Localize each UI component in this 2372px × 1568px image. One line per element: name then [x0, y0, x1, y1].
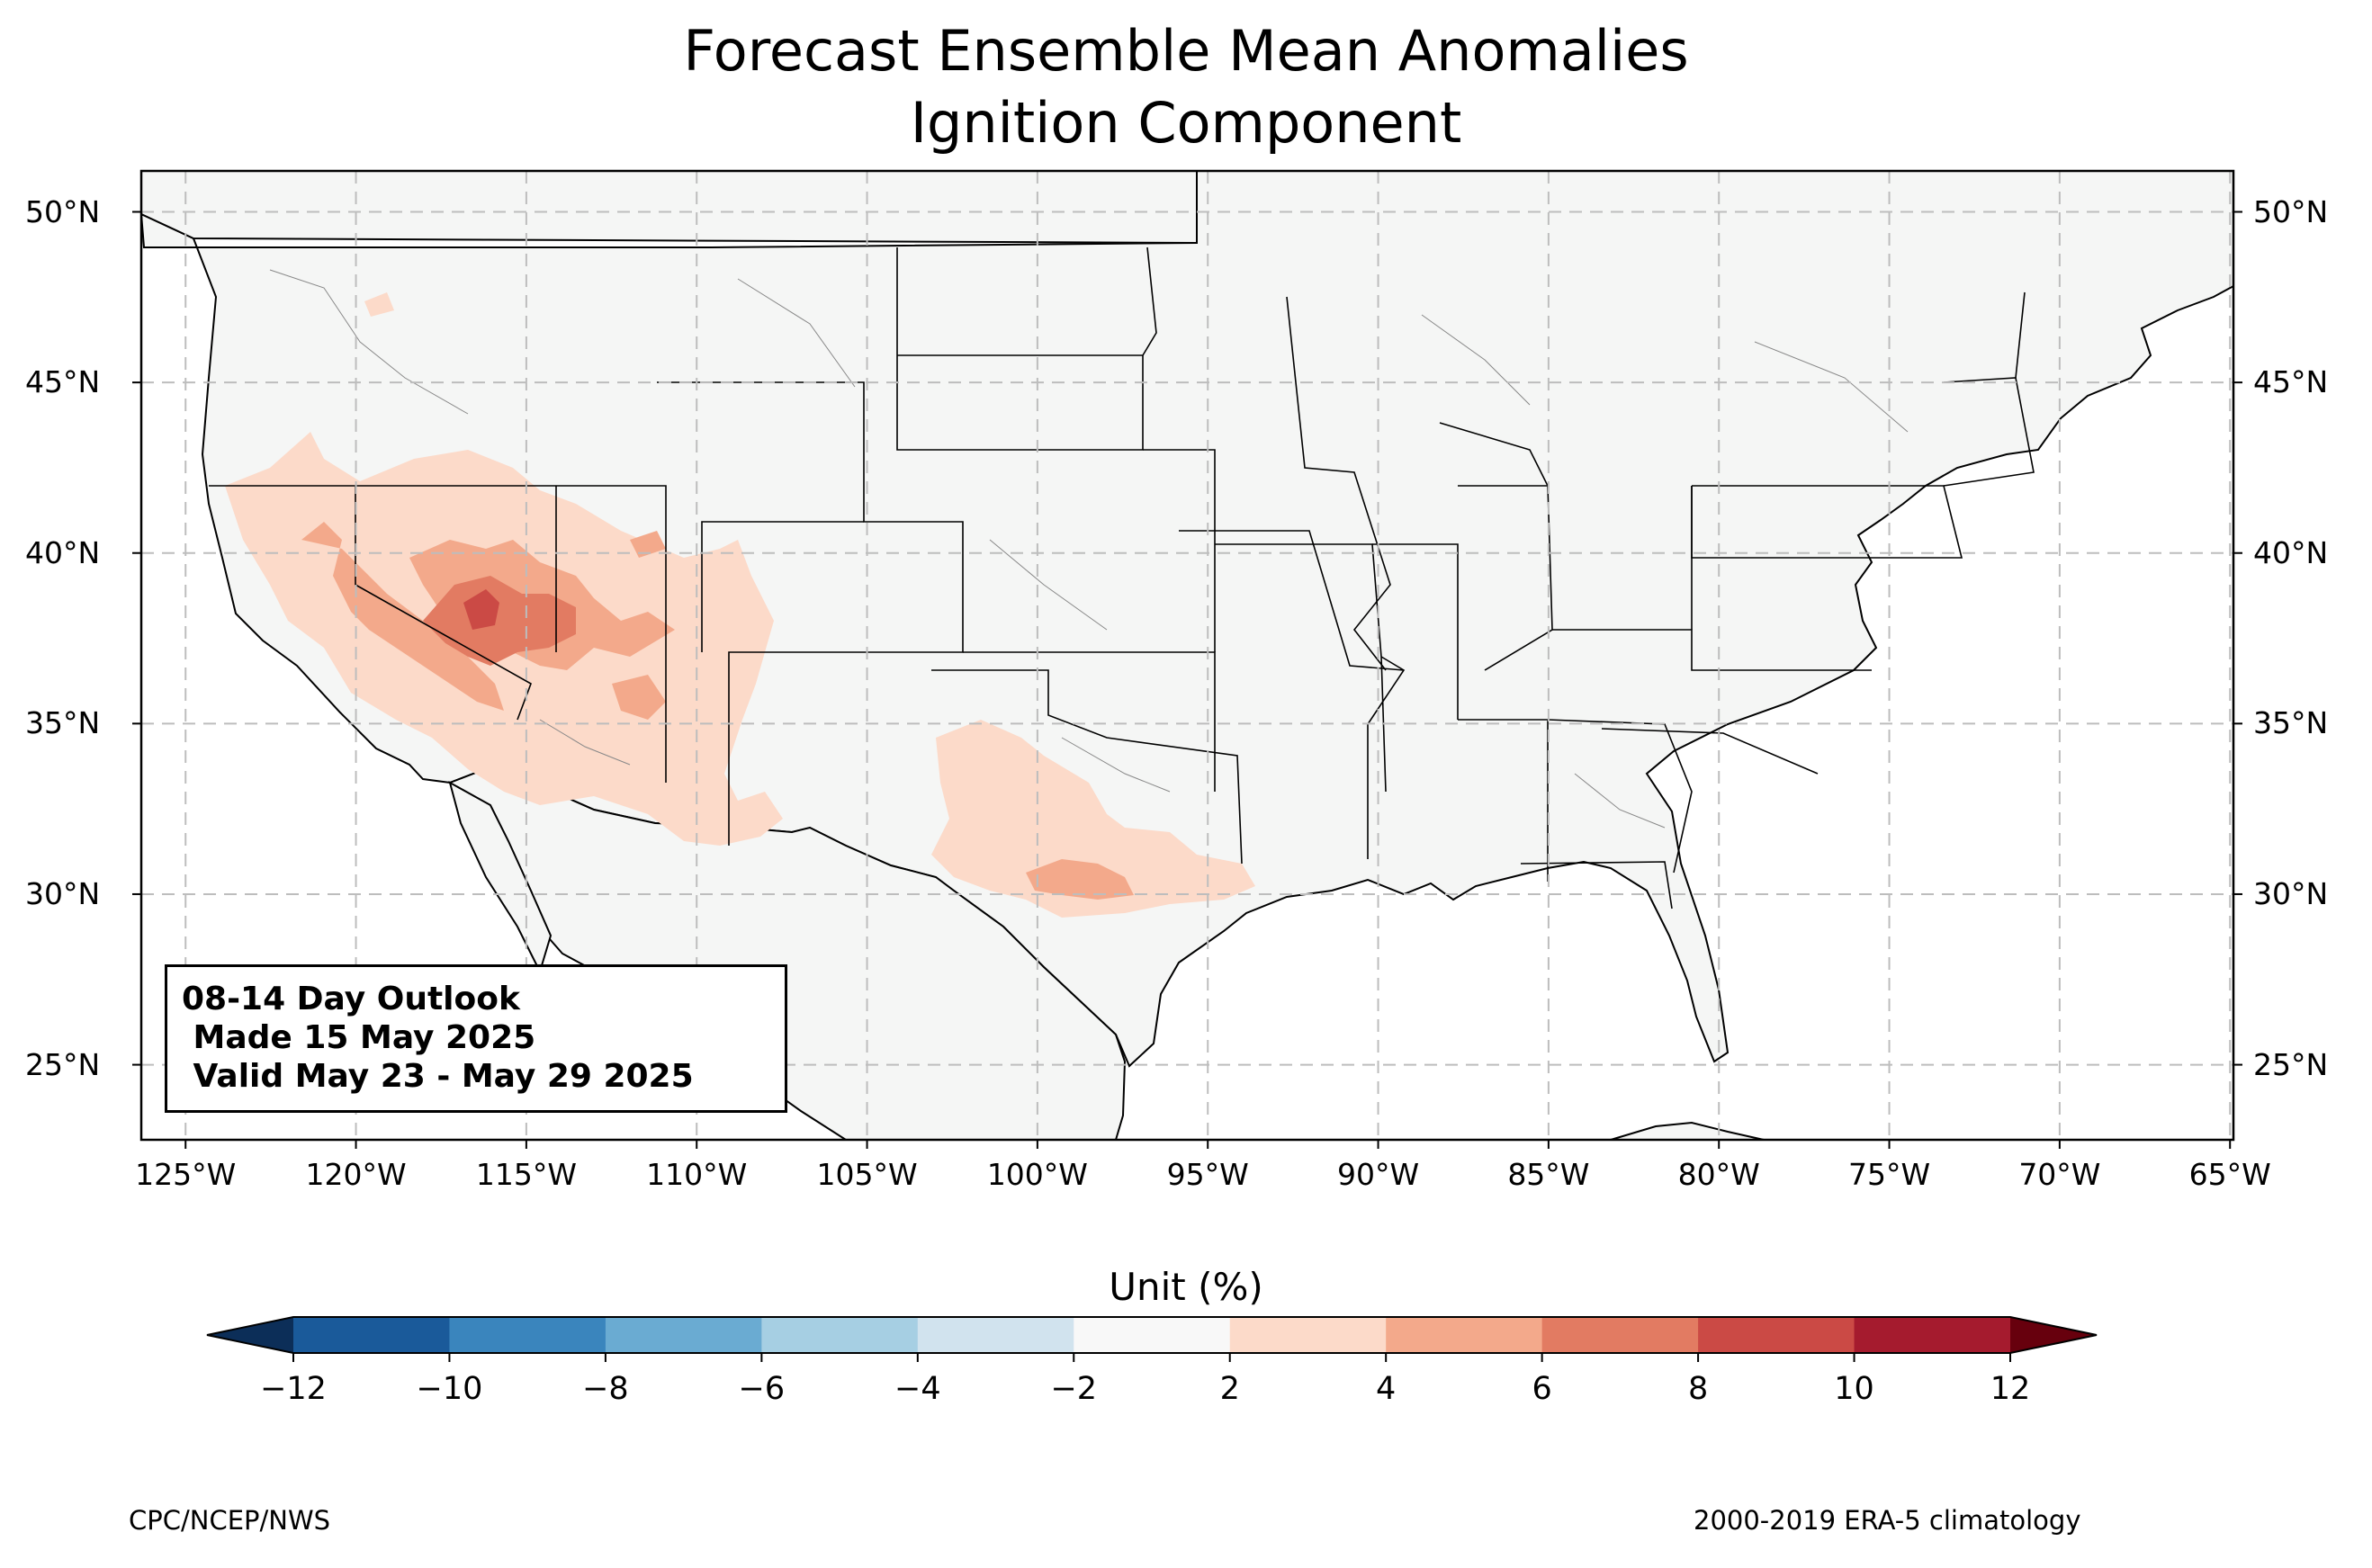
lat-label-right: 40°N	[2253, 534, 2329, 570]
lon-label: 65°W	[2188, 1157, 2271, 1192]
chart-title-line2: Ignition Component	[910, 90, 1462, 156]
colorbar-segment	[449, 1317, 606, 1353]
colorbar-tick-label: −12	[260, 1371, 327, 1407]
anomaly-area-4-6-south	[1026, 859, 1134, 900]
lon-label: 95°W	[1166, 1157, 1249, 1192]
lat-label-right: 30°N	[2253, 875, 2329, 911]
colorbar-segment	[1074, 1317, 1231, 1353]
lat-label-right: 45°N	[2253, 364, 2329, 400]
lat-label-left: 50°N	[25, 193, 101, 229]
anomaly-area-2-4-small	[364, 292, 394, 317]
colorbar-segment	[1541, 1317, 1699, 1353]
colorbar-segment	[1698, 1317, 1855, 1353]
anomaly-area-6-8	[423, 576, 576, 666]
anomaly-area-2-4-south	[931, 720, 1255, 918]
colorbar-segment	[761, 1317, 919, 1353]
colorbar-tick-label: −8	[582, 1371, 629, 1407]
colorbar-segment	[917, 1317, 1074, 1353]
lon-label: 110°W	[646, 1157, 748, 1192]
colorbar-tick-label: 10	[1834, 1371, 1874, 1407]
colorbar-label: Unit (%)	[1109, 1265, 1263, 1309]
lon-label: 70°W	[2018, 1157, 2101, 1192]
map-frame	[139, 169, 2235, 1142]
axis-ticks	[132, 211, 2242, 1149]
colorbar-tick-label: 2	[1219, 1371, 1240, 1407]
colorbar-segment	[293, 1317, 450, 1353]
lat-label-right: 25°N	[2253, 1046, 2329, 1082]
lon-label: 85°W	[1507, 1157, 1590, 1192]
lat-label-left: 45°N	[25, 364, 101, 400]
footer-source: CPC/NCEP/NWS	[129, 1505, 331, 1536]
lat-label-left: 35°N	[25, 705, 101, 741]
lon-label: 80°W	[1677, 1157, 1760, 1192]
outlook-made-date: Made 15 May 2025	[182, 1019, 536, 1056]
lat-label-left: 30°N	[25, 875, 101, 911]
colorbar-segment	[1386, 1317, 1543, 1353]
outlook-period: 08-14 Day Outlook	[182, 981, 520, 1017]
colorbar-over-arrow	[2010, 1317, 2097, 1353]
colorbar-under-arrow	[207, 1317, 293, 1353]
colorbar-segment	[1229, 1317, 1387, 1353]
anomaly-contours	[225, 292, 1255, 918]
colorbar-segment	[1854, 1317, 2011, 1353]
lon-label: 105°W	[816, 1157, 918, 1192]
colorbar-segment	[605, 1317, 762, 1353]
lat-label-left: 40°N	[25, 534, 101, 570]
colorbar-tick-label: 8	[1687, 1371, 1709, 1407]
colorbar-tick-label: −4	[894, 1371, 941, 1407]
colorbar-tick-label: −10	[416, 1371, 483, 1407]
lon-label: 100°W	[986, 1157, 1088, 1192]
colorbar-tick-label: 6	[1532, 1371, 1552, 1407]
lat-label-left: 25°N	[25, 1046, 101, 1082]
canada-land	[140, 170, 1198, 245]
lon-label: 125°W	[135, 1157, 237, 1192]
colorbar-tick-label: 12	[1990, 1371, 2031, 1407]
outlook-info-box: 08-14 Day Outlook Made 15 May 2025 Valid…	[165, 964, 787, 1113]
lon-label: 90°W	[1336, 1157, 1420, 1192]
lat-label-right: 50°N	[2253, 193, 2329, 229]
lon-label: 120°W	[305, 1157, 407, 1192]
chart-title-line1: Forecast Ensemble Mean Anomalies	[683, 18, 1689, 84]
lat-label-right: 35°N	[2253, 705, 2329, 741]
anomaly-area-8-10	[463, 589, 499, 630]
lon-label: 115°W	[475, 1157, 577, 1192]
colorbar-tick-label: −2	[1050, 1371, 1098, 1407]
lon-label: 75°W	[1847, 1157, 1931, 1192]
colorbar-tick-label: 4	[1376, 1371, 1397, 1407]
outlook-valid-range: Valid May 23 - May 29 2025	[182, 1058, 694, 1095]
colorbar-tick-label: −6	[738, 1371, 786, 1407]
county-boundaries	[269, 269, 1909, 829]
colorbar	[206, 1316, 2098, 1362]
footer-climatology: 2000-2019 ERA-5 climatology	[1694, 1505, 2081, 1536]
